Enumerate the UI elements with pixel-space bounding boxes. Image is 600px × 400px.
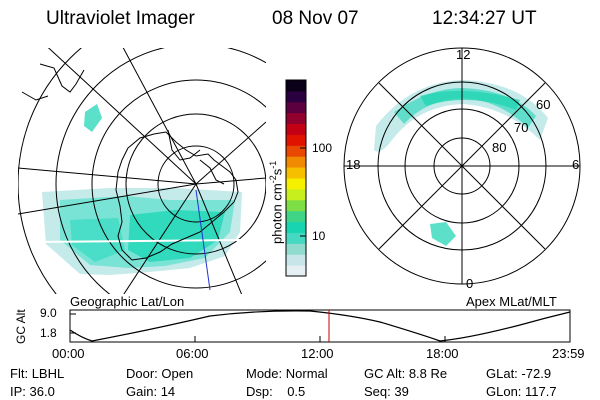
info-door: Door: Open [126,366,194,381]
geographic-map [18,48,266,294]
colorbar-tick-100: 100 [312,141,333,155]
apex-map [343,47,581,285]
header-time: 12:34:27 UT [432,8,537,29]
altitude-ytick-9: 9.0 [40,306,57,320]
xtick-1800: 18:00 [426,346,459,361]
mlt-label-0: 0 [466,276,474,291]
mlt-label-18: 18 [346,157,361,172]
info-mode: Mode: Normal [246,366,328,381]
altitude-curve [69,310,571,342]
colorbar-stripe [286,145,306,157]
coastline-antarctica [115,131,239,261]
mlat-label-70: 70 [514,120,529,135]
colorbar-stripe [286,112,306,125]
colorbar-stripe [286,221,306,233]
info-gc-alt: GC Alt: 8.8 Re [364,366,448,381]
colorbar-stripe [286,101,306,114]
colorbar-stripe [286,254,306,266]
info-ip: IP: 36.0 [10,384,55,399]
colorbar-stripe [286,134,306,146]
color-bar [286,80,306,277]
right-map-caption: Apex MLat/MLT [466,294,557,309]
xtick-0000: 00:00 [52,346,85,361]
info-seq: Seq: 39 [364,384,409,399]
header-date: 08 Nov 07 [272,8,359,29]
colorbar-stripe [286,90,306,103]
info-glon: GLon: 117.7 [486,384,557,399]
mlt-label-6: 6 [572,157,580,172]
xtick-2359: 23:59 [552,346,585,361]
mlat-label-80: 80 [492,140,507,155]
colorbar-stripe [286,167,306,179]
colorbar-unit-label: photon cm-2s-1 [268,160,285,244]
info-gain: Gain: 14 [126,384,176,399]
instrument-title: Ultraviolet Imager [46,8,195,29]
colorbar-stripe [286,188,306,201]
left-map-caption: Geographic Lat/Lon [70,294,185,309]
altitude-plot [69,309,571,343]
altitude-ylabel: GC Alt [14,309,28,344]
left-aurora-emission [42,104,242,275]
xtick-1200: 12:00 [301,346,334,361]
altitude-ytick-1: 1.8 [40,326,57,340]
colorbar-stripe [286,199,306,212]
colorbar-stripe [286,210,306,223]
colorbar-stripe [286,123,306,135]
colorbar-tick-10: 10 [312,229,326,243]
colorbar-stripe [286,265,306,277]
info-flt: Flt: LBHL [10,366,65,381]
info-glat: GLat: -72.9 [486,366,552,381]
colorbar-stripe [286,178,306,190]
colorbar-stripe [286,232,306,244]
right-aurora-emission [374,80,548,246]
info-dsp: Dsp: 0.5 [246,384,306,399]
colorbar-stripe [286,243,306,255]
colorbar-stripe [286,80,306,92]
xtick-0600: 06:00 [176,346,209,361]
mlat-label-60: 60 [536,97,551,112]
mlt-label-12: 12 [456,47,471,62]
colorbar-stripe [286,156,306,168]
